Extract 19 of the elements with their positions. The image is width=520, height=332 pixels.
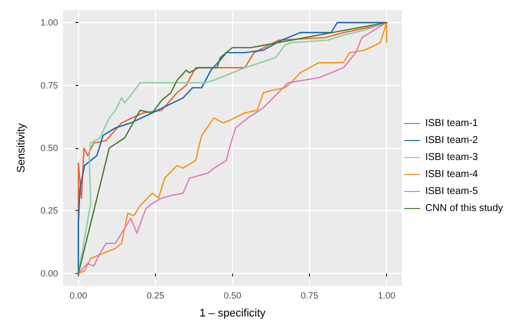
legend-label: CNN of this study xyxy=(425,203,504,214)
y-tick-label: 0.50 xyxy=(40,143,58,153)
x-axis-title: 1 – specificity xyxy=(199,308,266,320)
legend-label: ISBI team-5 xyxy=(425,186,478,197)
y-axis-title: Sensitivity xyxy=(16,122,28,173)
legend-label: ISBI team-2 xyxy=(425,135,478,146)
y-tick-label: 0.25 xyxy=(40,206,58,216)
legend-label: ISBI team-4 xyxy=(425,169,478,180)
x-tick-label: 0.25 xyxy=(146,290,164,300)
y-tick-label: 1.00 xyxy=(40,18,58,28)
x-tick-label: 0.75 xyxy=(300,290,318,300)
y-tick-label: 0.75 xyxy=(40,80,58,90)
legend-label: ISBI team-3 xyxy=(425,152,478,163)
legend-label: ISBI team-1 xyxy=(425,118,478,129)
x-tick-label: 1.00 xyxy=(378,290,396,300)
x-tick-label: 0.50 xyxy=(224,290,242,300)
line-series xyxy=(78,22,388,274)
x-tick-label: 0.00 xyxy=(70,290,88,300)
y-tick-label: 0.00 xyxy=(40,268,58,278)
